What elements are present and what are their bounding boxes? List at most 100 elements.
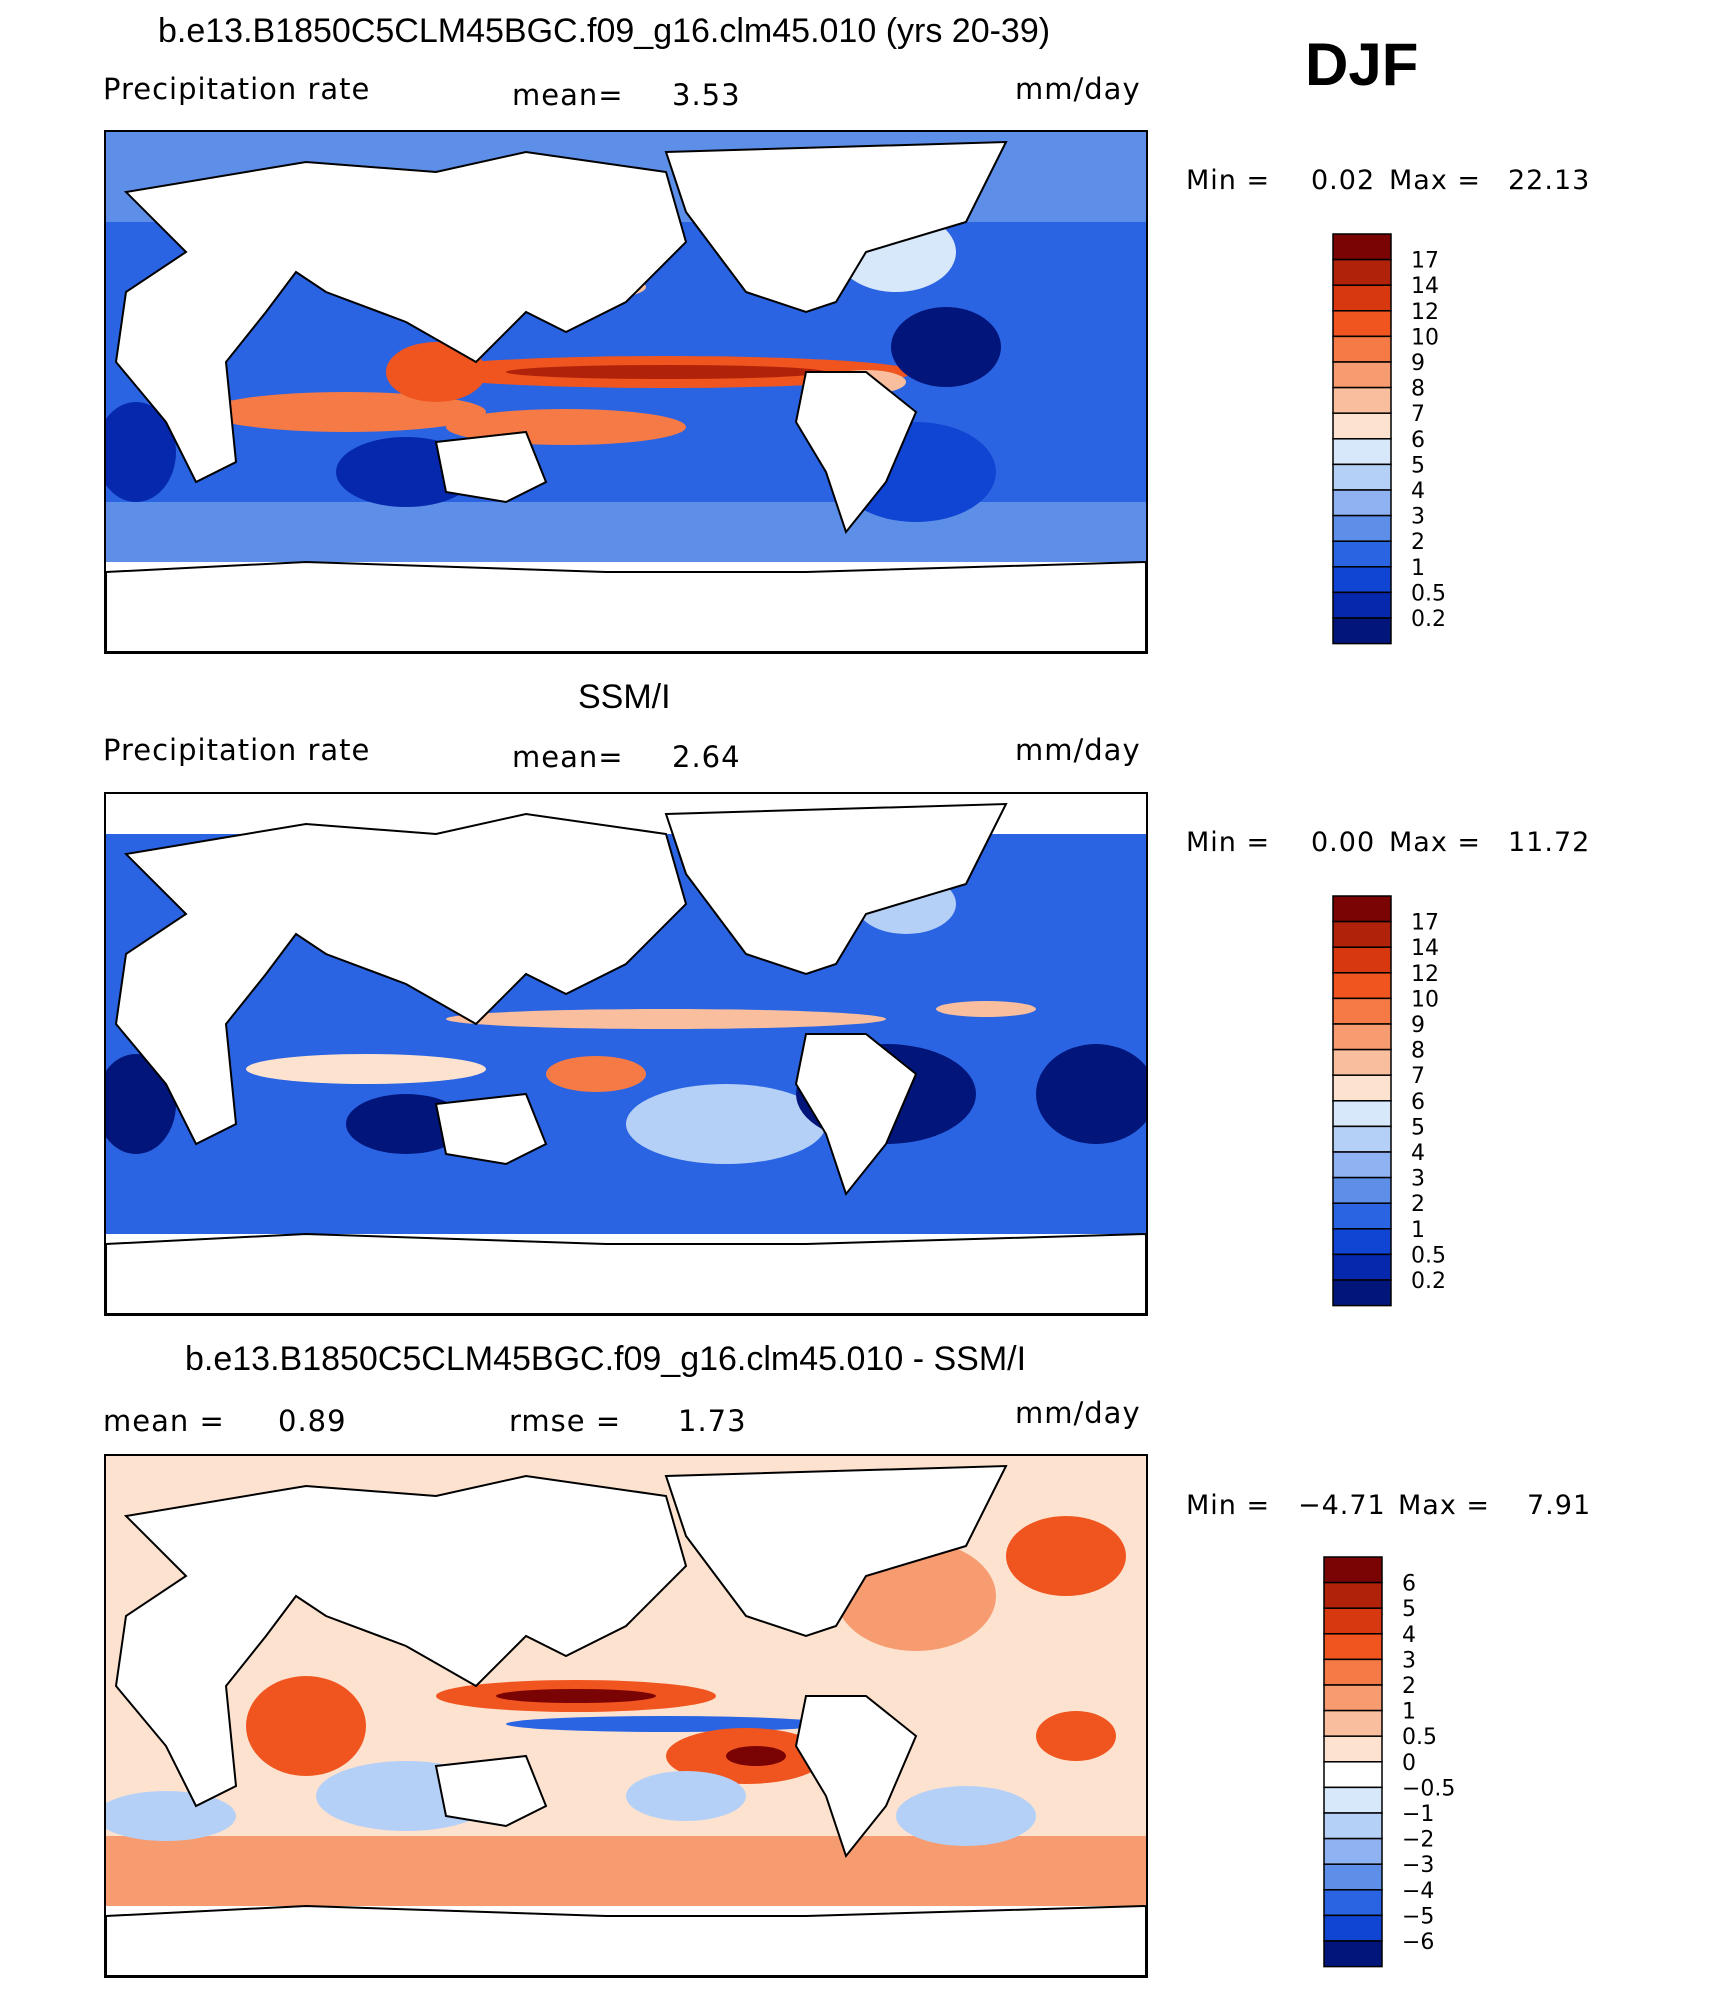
colorbar-tick-label: 2 [1402,1674,1416,1699]
colorbar-swatch [1332,1279,1392,1307]
colorbar-swatch [1323,1607,1383,1635]
colorbar-swatch [1332,566,1392,594]
panel-model-max-label: Max = [1389,165,1482,196]
panel-diff-map [104,1454,1148,1978]
colorbar-tick-label: −5 [1402,1904,1434,1929]
colorbar-tick-label: 2 [1411,1192,1425,1217]
colorbar-swatch [1332,412,1392,440]
colorbar-swatch [1332,258,1392,286]
colorbar-swatch [1332,1176,1392,1204]
colorbar-tick-label: 1 [1411,1218,1425,1243]
colorbar-tick-label: 5 [1411,1115,1425,1140]
panel-diff-mean-label: mean = [103,1404,225,1438]
colorbar-tick-label: 6 [1411,428,1425,453]
colorbar-tick-label: 9 [1411,351,1425,376]
colorbar-swatch [1323,1684,1383,1712]
colorbar-tick-label: 6 [1402,1572,1416,1597]
colorbar-tick-label: 10 [1411,325,1439,350]
colorbar-swatch [1323,1581,1383,1609]
colorbar-swatch [1332,361,1392,389]
colorbar-swatch [1323,1735,1383,1763]
colorbar-tick-label: 8 [1411,377,1425,402]
colorbar-tick-label: 8 [1411,1039,1425,1064]
colorbar-swatch [1332,1048,1392,1076]
panel-obs-variable-label: Precipitation rate [103,733,371,767]
colorbar-tick-label: 0.2 [1411,607,1446,632]
colorbar-tick-label: 7 [1411,402,1425,427]
panel-model-variable-label: Precipitation rate [103,72,371,106]
colorbar-swatch [1332,591,1392,619]
colorbar-swatch [1332,920,1392,948]
colorbar-tick-label: 17 [1411,911,1439,936]
colorbar-swatch [1332,386,1392,414]
colorbar-tick-label: 3 [1402,1648,1416,1673]
colorbar-tick-label: 14 [1411,274,1439,299]
colorbar-tick-label: 4 [1402,1623,1416,1648]
colorbar-swatch [1332,1100,1392,1128]
colorbar-swatch [1332,310,1392,338]
panel-obs-min-value: 0.00 [1311,827,1376,858]
colorbar-tick-label: −2 [1402,1828,1434,1853]
colorbar-swatch [1332,284,1392,312]
panel-obs-units: mm/day [1015,733,1141,767]
colorbar-swatch [1323,1709,1383,1737]
colorbar-swatch [1332,1202,1392,1230]
colorbar-swatch [1332,233,1392,261]
colorbar-tick-label: 0.5 [1402,1725,1437,1750]
panel-obs-max-value: 11.72 [1508,827,1591,858]
colorbar-swatch [1332,1125,1392,1153]
panel-diff-max-label: Max = [1398,1490,1491,1521]
colorbar-tick-label: 0.2 [1411,1269,1446,1294]
colorbar-swatch [1332,997,1392,1025]
season-label: DJF [1305,31,1419,98]
colorbar-tick-label: 0.5 [1411,1243,1446,1268]
panel-diff-title: b.e13.B1850C5CLM45BGC.f09_g16.clm45.010 … [185,1340,1027,1378]
colorbar-swatch [1323,1658,1383,1686]
panel-model-min-label: Min = [1186,165,1271,196]
colorbar-swatch [1332,1228,1392,1256]
colorbar-swatch [1323,1761,1383,1789]
colorbar-tick-label: −4 [1402,1879,1434,1904]
panel-model-units: mm/day [1015,72,1141,106]
colorbar-tick-label: 10 [1411,987,1439,1012]
colorbar-tick-label: 0 [1402,1751,1416,1776]
colorbar-tick-label: 2 [1411,530,1425,555]
colorbar-swatch [1323,1633,1383,1661]
colorbar-tick-label: 0.5 [1411,581,1446,606]
colorbar-tick-label: −3 [1402,1853,1434,1878]
colorbar-swatch [1332,946,1392,974]
colorbar-tick-label: −1 [1402,1802,1434,1827]
colorbar-swatch [1332,514,1392,542]
colorbar-tick-label: 12 [1411,300,1439,325]
panel-diff-rmse-label: rmse = [509,1404,622,1438]
panel-model-map [104,130,1148,654]
colorbar-tick-label: −0.5 [1402,1776,1455,1801]
colorbar-swatch [1323,1863,1383,1891]
panel-diff-max-value: 7.91 [1527,1490,1592,1521]
colorbar-swatch [1332,438,1392,466]
colorbar-tick-label: 6 [1411,1090,1425,1115]
colorbar-swatch [1332,972,1392,1000]
panel-diff-min-value: −4.71 [1298,1490,1386,1521]
colorbar-swatch [1332,895,1392,923]
colorbar-swatch [1323,1556,1383,1584]
panel-diff-mean-value: 0.89 [278,1404,347,1438]
panel-obs-map [104,792,1148,1316]
colorbar-tick-label: 9 [1411,1013,1425,1038]
panel-model-mean-label: mean= [512,78,624,112]
colorbar-tick-label: 12 [1411,962,1439,987]
panel-diff-units: mm/day [1015,1396,1141,1430]
colorbar-swatch [1323,1812,1383,1840]
panel-obs-max-label: Max = [1389,827,1482,858]
panel-model-max-value: 22.13 [1508,165,1591,196]
colorbar-tick-label: 1 [1402,1700,1416,1725]
colorbar-tick-label: 4 [1411,1141,1425,1166]
colorbar-swatch [1332,489,1392,517]
panel-obs-min-label: Min = [1186,827,1271,858]
colorbar-swatch [1323,1940,1383,1968]
panel-obs-title: SSM/I [578,678,671,716]
colorbar-tick-label: 3 [1411,1167,1425,1192]
panel-obs-mean-label: mean= [512,740,624,774]
